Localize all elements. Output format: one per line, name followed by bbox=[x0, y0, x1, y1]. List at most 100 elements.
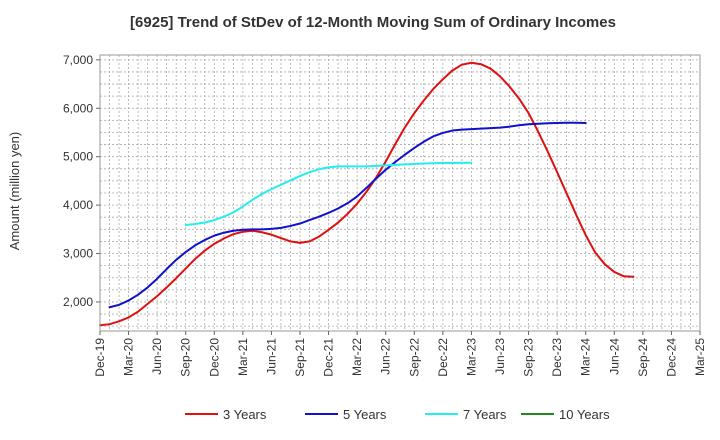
y-tick-label: 3,000 bbox=[63, 247, 93, 261]
data-point bbox=[194, 244, 196, 246]
data-point bbox=[299, 175, 301, 177]
data-point bbox=[261, 228, 263, 230]
data-point bbox=[423, 99, 425, 102]
data-point bbox=[518, 97, 520, 100]
data-point bbox=[127, 299, 130, 302]
data-point bbox=[442, 78, 444, 80]
data-point bbox=[127, 316, 130, 319]
data-point bbox=[527, 123, 530, 125]
data-point bbox=[442, 162, 444, 164]
y-tick-label: 7,000 bbox=[63, 53, 93, 67]
data-point bbox=[204, 250, 206, 252]
plot-area-frame bbox=[99, 54, 701, 332]
data-point bbox=[508, 85, 511, 88]
data-point bbox=[251, 228, 253, 230]
data-point bbox=[308, 171, 311, 173]
data-point bbox=[499, 127, 501, 129]
x-tick-label: Mar-20 bbox=[122, 338, 136, 376]
x-tick-label: Mar-24 bbox=[579, 338, 593, 376]
x-tick-label: Mar-22 bbox=[350, 338, 364, 376]
data-point bbox=[489, 127, 492, 129]
data-point bbox=[623, 275, 625, 277]
data-point bbox=[537, 130, 539, 133]
data-point bbox=[261, 193, 263, 195]
data-point bbox=[318, 168, 320, 170]
data-point bbox=[366, 190, 368, 193]
data-point bbox=[308, 240, 311, 243]
data-point bbox=[385, 169, 387, 171]
data-point bbox=[118, 320, 120, 322]
x-tick-label: Jun-24 bbox=[607, 338, 621, 375]
data-point bbox=[308, 219, 311, 221]
data-point bbox=[242, 231, 244, 233]
data-point bbox=[166, 286, 168, 289]
data-point bbox=[432, 162, 434, 164]
data-point bbox=[242, 229, 244, 231]
data-point bbox=[289, 179, 292, 182]
data-point bbox=[451, 129, 453, 132]
data-point bbox=[556, 122, 558, 124]
data-point bbox=[204, 221, 206, 224]
data-point bbox=[232, 233, 234, 235]
x-tick-label: Sep-22 bbox=[407, 338, 421, 377]
series-line bbox=[99, 61, 635, 327]
data-point bbox=[175, 259, 177, 261]
legend-label: 5 Years bbox=[343, 407, 387, 422]
data-point bbox=[137, 311, 139, 313]
data-point bbox=[223, 232, 225, 234]
data-point bbox=[232, 230, 234, 232]
legend-item: 5 Years bbox=[305, 407, 387, 422]
y-tick-label: 4,000 bbox=[63, 198, 93, 212]
data-point bbox=[327, 212, 330, 214]
x-tick-label: Dec-22 bbox=[436, 338, 450, 377]
data-point bbox=[223, 237, 225, 240]
data-point bbox=[108, 306, 111, 308]
grid bbox=[99, 55, 701, 331]
data-point bbox=[356, 203, 358, 205]
data-point bbox=[480, 128, 482, 130]
data-point bbox=[394, 161, 396, 163]
data-point bbox=[461, 64, 463, 66]
legend-item: 7 Years bbox=[425, 407, 507, 422]
data-point bbox=[327, 166, 330, 168]
data-point bbox=[499, 75, 501, 77]
data-point bbox=[413, 147, 415, 149]
y-tick-label: 2,000 bbox=[63, 295, 93, 309]
x-tick-label: Mar-21 bbox=[236, 338, 250, 376]
data-point bbox=[185, 224, 187, 226]
data-point bbox=[185, 251, 187, 253]
data-point bbox=[185, 267, 187, 270]
data-point bbox=[318, 216, 320, 218]
data-point bbox=[461, 162, 463, 164]
data-point bbox=[147, 286, 149, 289]
data-point bbox=[423, 162, 425, 165]
data-point bbox=[604, 263, 606, 265]
data-point bbox=[213, 243, 215, 245]
legend-item: 10 Years bbox=[521, 407, 610, 422]
data-point bbox=[537, 123, 539, 125]
data-point bbox=[137, 294, 139, 296]
data-point bbox=[289, 240, 292, 243]
y-tick-label: 5,000 bbox=[63, 150, 93, 164]
data-point bbox=[147, 303, 149, 305]
data-point bbox=[594, 251, 596, 254]
data-point bbox=[347, 202, 349, 204]
data-point bbox=[432, 88, 434, 90]
data-point bbox=[404, 163, 406, 166]
series-group bbox=[99, 61, 635, 327]
legend: 3 Years 5 Years 7 Years 10 Years bbox=[185, 407, 610, 422]
legend-item: 3 Years bbox=[185, 407, 267, 422]
data-point bbox=[347, 165, 349, 167]
chart-title: [6925] Trend of StDev of 12-Month Moving… bbox=[130, 14, 616, 31]
x-tick-label: Mar-25 bbox=[693, 338, 707, 376]
x-tick-label: Jun-20 bbox=[150, 338, 164, 375]
x-tick-label: Sep-23 bbox=[522, 338, 536, 377]
data-point bbox=[337, 165, 339, 167]
data-point bbox=[451, 69, 453, 72]
x-tick-label: Dec-19 bbox=[93, 338, 107, 377]
data-point bbox=[213, 219, 215, 221]
data-point bbox=[280, 237, 282, 239]
data-point bbox=[547, 150, 549, 152]
data-point bbox=[508, 126, 511, 128]
